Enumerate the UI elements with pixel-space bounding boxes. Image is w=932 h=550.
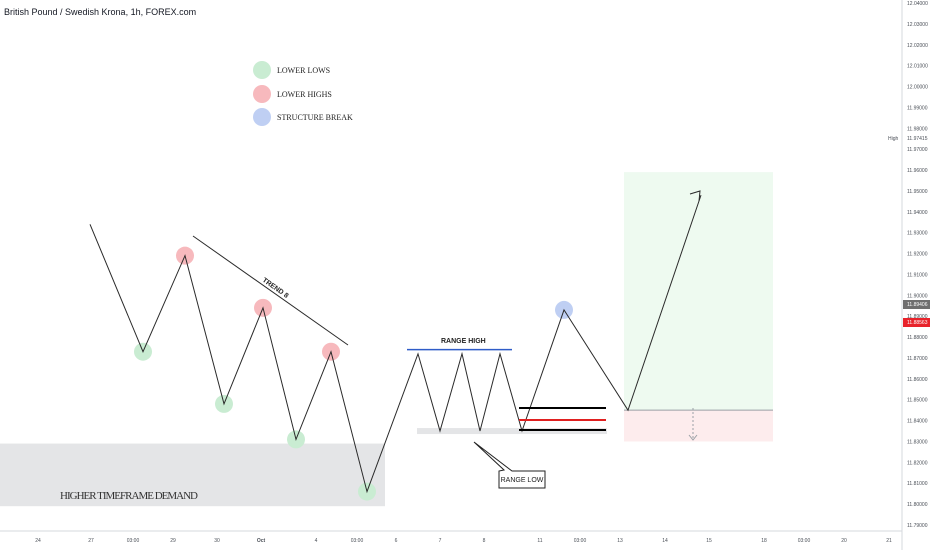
time-tick-label: 03:00: [574, 538, 587, 544]
high-value-label: 11.97415: [907, 136, 928, 142]
price-tick-label: 11.84000: [907, 419, 928, 425]
price-tick-label: 11.96000: [907, 168, 928, 174]
price-tick-label: 12.04000: [907, 1, 928, 7]
time-tick-label: 27: [88, 538, 94, 544]
price-tick-label: 11.86000: [907, 377, 928, 383]
current-price-value: 11.89406: [907, 302, 928, 308]
time-tick-label: 7: [439, 538, 442, 544]
last-price-badge: [903, 318, 930, 327]
time-tick-label: 03:00: [127, 538, 140, 544]
time-tick-label: 4: [315, 538, 318, 544]
range-low-band: [417, 428, 607, 435]
legend-swatch: [253, 108, 271, 126]
range-high-label: RANGE HIGH: [441, 338, 486, 345]
range-low-label: RANGE LOW: [501, 477, 544, 484]
time-tick-label: 15: [706, 538, 712, 544]
price-tick-label: 11.89000: [907, 314, 928, 320]
time-axis[interactable]: 24 27 03:00 29 30 Oct 4 03:00 6 7 8 11 03:00 13 14 15 18…: [35, 538, 892, 544]
price-tick-label: 11.85000: [907, 398, 928, 404]
target-arrowhead: [689, 190, 701, 202]
price-tick-label: 12.02000: [907, 43, 928, 49]
price-tick-label: 11.82000: [907, 460, 928, 466]
higher-timeframe-demand-zone: [0, 443, 385, 507]
price-tick-label: 11.80000: [907, 502, 928, 508]
time-tick-label: 20: [841, 538, 847, 544]
time-tick-label: 8: [483, 538, 486, 544]
time-tick-label: 24: [35, 538, 41, 544]
price-tick-label: 11.99000: [907, 105, 928, 111]
price-tick-label: 11.91000: [907, 272, 928, 278]
high-marker-label: High: [888, 136, 899, 142]
price-tick-label: 12.03000: [907, 22, 928, 28]
time-tick-label: 03:00: [798, 538, 811, 544]
legend-label: LOWER LOWS: [277, 66, 330, 75]
stop-zone: [624, 410, 773, 442]
legend-swatch: [253, 61, 271, 79]
price-path-line: [89, 194, 702, 494]
price-tick-label: 11.95000: [907, 189, 928, 195]
time-tick-label: 18: [761, 538, 767, 544]
time-tick-label: 11: [537, 538, 542, 544]
zones-layer: [0, 172, 773, 507]
price-tick-label: 11.98000: [907, 126, 928, 132]
last-price-value: 11.88563: [907, 320, 928, 326]
price-tick-label: 11.79000: [907, 523, 928, 529]
legend-label: STRUCTURE BREAK: [277, 113, 353, 122]
time-tick-label: 21: [886, 538, 892, 544]
price-tick-label: 11.81000: [907, 481, 928, 487]
time-tick-label: Oct: [257, 538, 266, 544]
time-tick-label: 6: [395, 538, 398, 544]
legend-label: LOWER HIGHS: [277, 90, 332, 99]
time-tick-label: 14: [662, 538, 668, 544]
price-path-layer: [89, 190, 702, 494]
legend-swatch: [253, 85, 271, 103]
price-tick-label: 11.90000: [907, 293, 928, 299]
range-low-callout: [473, 441, 546, 489]
time-tick-label: 13: [617, 538, 623, 544]
price-tick-label: 12.01000: [907, 64, 928, 70]
time-tick-label: 29: [170, 538, 176, 544]
legend: LOWER LOWS LOWER HIGHS STRUCTURE BREAK: [253, 61, 353, 126]
price-tick-label: 11.94000: [907, 210, 928, 216]
price-tick-label: 12.00000: [907, 85, 928, 91]
demand-label: HIGHER TIMEFRAME DEMAND: [60, 490, 198, 502]
time-tick-label: 30: [214, 538, 220, 544]
price-tick-label: 11.83000: [907, 439, 928, 445]
stop-arrow-icon: [688, 434, 698, 441]
price-tick-label: 11.87000: [907, 356, 928, 362]
time-tick-label: 03:00: [351, 538, 364, 544]
trend-line: [192, 235, 349, 346]
trend-label: TREND 8: [261, 277, 290, 300]
target-zone: [624, 172, 773, 411]
price-axis[interactable]: 12.04000 12.03000 12.02000 12.01000 12.00000…: [888, 1, 930, 529]
annotations-layer: TREND 8 RANGE HIGH RANGE LOW HIGHER TIMEFRA…: [60, 235, 698, 502]
chart-title: British Pound / Swedish Krona, 1h, FOREX…: [4, 7, 196, 17]
price-tick-label: 11.97000: [907, 147, 928, 153]
price-tick-label: 11.93000: [907, 231, 928, 237]
price-tick-label: 11.88000: [907, 335, 928, 341]
price-tick-label: 11.92000: [907, 252, 928, 258]
current-price-badge: [903, 300, 930, 309]
